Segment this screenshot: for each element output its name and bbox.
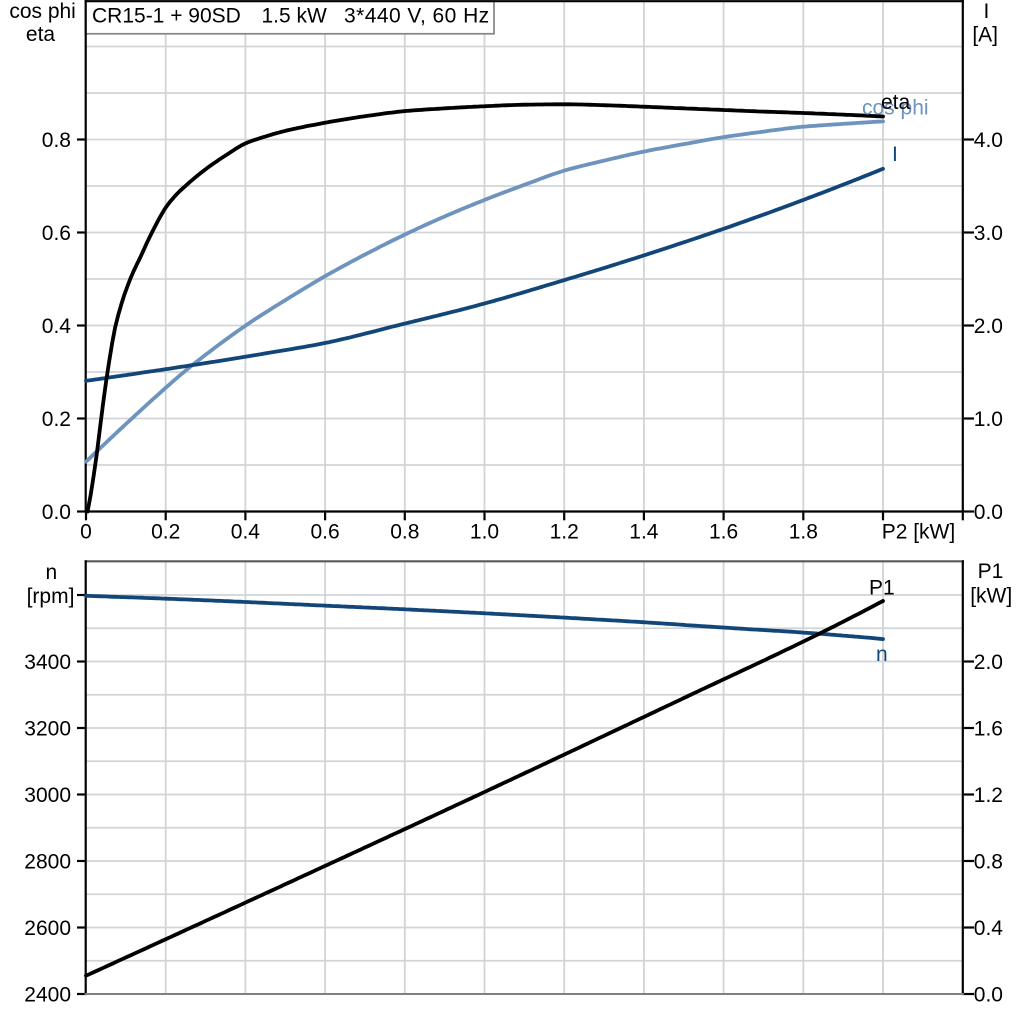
svg-text:0.8: 0.8: [390, 521, 419, 544]
svg-text:P1: P1: [978, 560, 1004, 583]
svg-text:2400: 2400: [24, 983, 71, 1006]
svg-text:3000: 3000: [24, 784, 71, 807]
svg-text:[A]: [A]: [972, 23, 998, 46]
svg-text:I: I: [983, 0, 989, 23]
svg-text:0.0: 0.0: [42, 501, 71, 524]
svg-text:[rpm]: [rpm]: [27, 585, 75, 608]
svg-text:2600: 2600: [24, 917, 71, 940]
svg-text:0.8: 0.8: [42, 129, 71, 152]
svg-text:3400: 3400: [24, 651, 71, 674]
svg-text:0.8: 0.8: [974, 850, 1003, 873]
svg-text:1.6: 1.6: [974, 717, 1003, 740]
svg-text:1.2: 1.2: [550, 521, 579, 544]
svg-text:0.2: 0.2: [42, 408, 71, 431]
svg-text:n: n: [46, 561, 58, 584]
svg-text:0.6: 0.6: [42, 222, 71, 245]
svg-text:[kW]: [kW]: [970, 585, 1012, 608]
svg-text:cos phi: cos phi: [9, 0, 76, 23]
svg-text:1.0: 1.0: [470, 521, 499, 544]
svg-text:1.8: 1.8: [789, 521, 818, 544]
svg-text:0.0: 0.0: [974, 501, 1003, 524]
svg-text:1.2: 1.2: [974, 784, 1003, 807]
svg-text:CR15-1 + 90SD: CR15-1 + 90SD: [92, 4, 241, 27]
svg-text:0.0: 0.0: [974, 983, 1003, 1006]
svg-text:0: 0: [80, 521, 92, 544]
svg-text:1.4: 1.4: [629, 521, 659, 544]
svg-text:1.0: 1.0: [974, 408, 1003, 431]
svg-text:cos phi: cos phi: [862, 97, 929, 120]
svg-text:2800: 2800: [24, 850, 71, 873]
svg-text:eta: eta: [881, 91, 911, 114]
svg-text:3200: 3200: [24, 717, 71, 740]
svg-text:0.4: 0.4: [974, 917, 1004, 940]
svg-text:0.4: 0.4: [231, 521, 261, 544]
svg-text:eta: eta: [26, 23, 56, 46]
svg-text:3*440 V, 60 Hz: 3*440 V, 60 Hz: [344, 4, 490, 27]
svg-text:3.0: 3.0: [974, 222, 1003, 245]
svg-text:4.0: 4.0: [974, 129, 1003, 152]
svg-text:n: n: [876, 643, 888, 666]
svg-text:I: I: [892, 143, 898, 166]
svg-text:P2 [kW]: P2 [kW]: [882, 521, 956, 544]
svg-text:2.0: 2.0: [974, 315, 1003, 338]
svg-text:2.0: 2.0: [974, 651, 1003, 674]
svg-text:0.4: 0.4: [42, 315, 72, 338]
svg-text:1.5 kW: 1.5 kW: [262, 4, 328, 27]
svg-text:0.2: 0.2: [151, 521, 180, 544]
svg-text:0.6: 0.6: [310, 521, 339, 544]
svg-text:1.6: 1.6: [709, 521, 738, 544]
svg-text:P1: P1: [869, 577, 895, 600]
